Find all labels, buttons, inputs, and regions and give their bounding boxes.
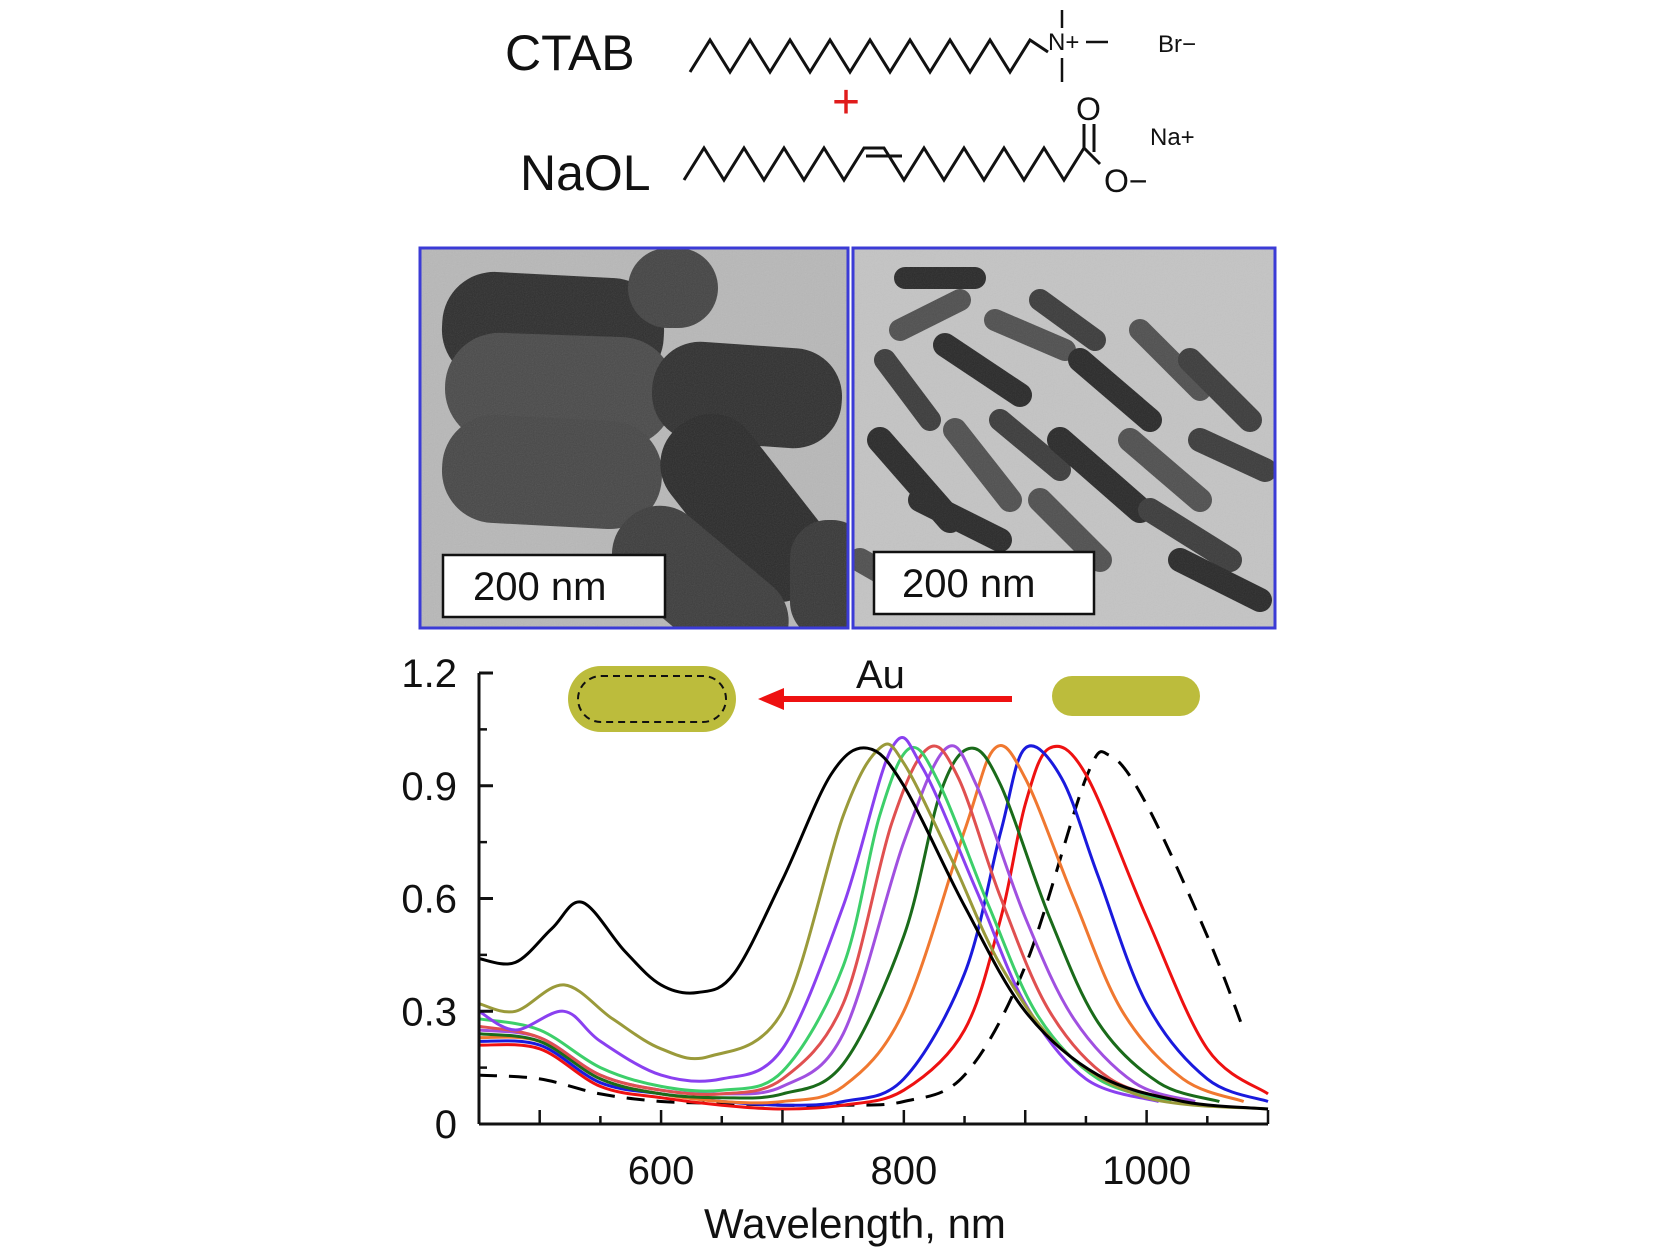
carbonyl-oxygen: O	[1076, 91, 1101, 127]
y-tick-label: 0.6	[401, 878, 457, 922]
spectrum-line-7	[478, 744, 1184, 1103]
spectrum-line-8	[478, 745, 1172, 1103]
y-tick-label: 0.9	[401, 765, 457, 809]
scale-bar-left: 200 nm	[473, 565, 606, 609]
core-outline	[577, 675, 727, 723]
spectrum-line-5	[478, 746, 1220, 1103]
thin-rod-icon	[1052, 676, 1200, 716]
x-tick-label: 800	[870, 1149, 937, 1193]
thick-rod-icon	[568, 666, 736, 732]
ctab-chain	[688, 37, 1049, 75]
x-tick-label: 1000	[1102, 1149, 1191, 1193]
y-ticks: 0 0.3 0.6 0.9 1.2	[401, 652, 493, 1147]
series-layer	[478, 735, 1269, 1111]
scale-bar-box-right	[872, 550, 1096, 616]
chemical-scheme: CTAB N+ Br− + NaOL O O− Na+	[505, 10, 1196, 201]
scale-bar-right: 200 nm	[902, 562, 1035, 606]
inset-schematic: Au	[568, 653, 1200, 732]
x-tick-label: 600	[628, 1149, 695, 1193]
x-ticks: 600 800 1000	[538, 1110, 1270, 1193]
spectrum-line-1	[478, 750, 1246, 1108]
tem-panel-right: 200 nm	[851, 246, 1277, 630]
y-tick-label: 1.2	[401, 652, 457, 696]
tem-right-border	[851, 246, 1277, 630]
y-tick-label: 0.3	[401, 990, 457, 1034]
naol-label: NaOL	[520, 145, 651, 201]
ctab-nitrogen: N+	[1048, 29, 1079, 56]
bromide-counterion: Br−	[1158, 31, 1196, 58]
plus-sign: +	[832, 76, 860, 129]
naol-chain	[682, 145, 1102, 183]
tem-panel-left: 200 nm	[418, 246, 850, 630]
sodium-counterion: Na+	[1150, 124, 1195, 151]
spectrum-line-11	[478, 746, 1269, 1111]
carboxylate-oxygen: O−	[1104, 163, 1148, 199]
ctab-label: CTAB	[505, 25, 635, 81]
absorbance-chart: 00.30.60.91.2 600 800 1000 Wavelength, nm …	[401, 652, 1270, 1247]
y-tick-label: 0	[435, 1103, 457, 1147]
arrow-label: Au	[856, 653, 905, 697]
spectrum-line-4	[478, 744, 1245, 1105]
x-axis-title: Wavelength, nm	[704, 1200, 1006, 1247]
growth-arrow-head	[758, 688, 784, 710]
spectrum-line-9	[478, 735, 1160, 1103]
spectrum-line-2	[478, 744, 1269, 1111]
scale-bar-box-left	[441, 553, 667, 619]
tem-left-border	[418, 246, 850, 630]
